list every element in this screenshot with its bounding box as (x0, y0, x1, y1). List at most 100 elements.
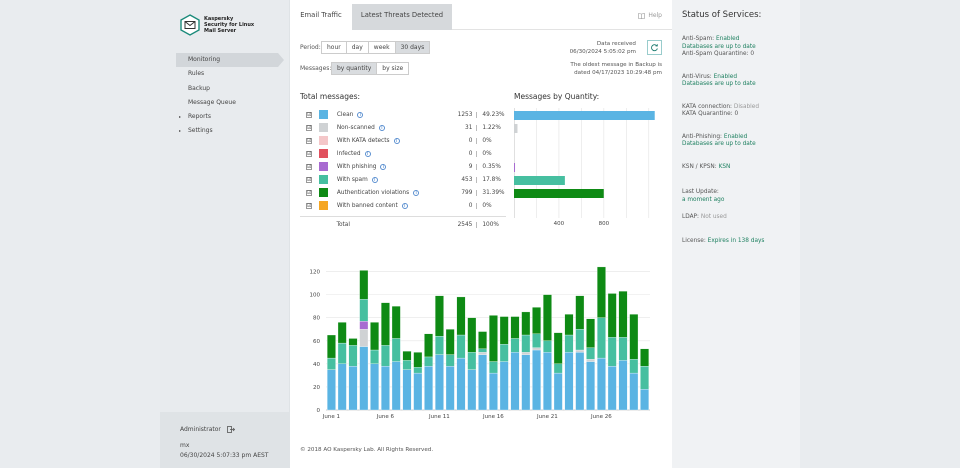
row-name-cell: With spam i (337, 176, 449, 183)
user-name[interactable]: Administrator (180, 426, 221, 433)
antispam-state[interactable]: Enabled (715, 36, 740, 42)
sidebar-item-reports[interactable]: ▸ Reports (176, 110, 278, 124)
data-received-label: Data received (596, 41, 636, 47)
antivirus-state[interactable]: Enabled (713, 73, 738, 80)
tab-email-traffic[interactable]: Email Traffic (290, 4, 352, 30)
antispam-label: Anti-Spam: (682, 36, 715, 42)
data-received: Data received 06/30/2024 5:05:02 pm (570, 41, 636, 56)
info-icon[interactable]: i (413, 189, 420, 196)
daily-bar-segment (478, 354, 487, 411)
antispam-db[interactable]: Databases are up to date (682, 43, 756, 50)
daily-bar-segment (391, 338, 401, 362)
daily-bar-segment (532, 307, 541, 334)
row-checkbox[interactable]: ☑ (306, 189, 312, 196)
brand-line-3: Mail Server (204, 28, 237, 34)
help-link[interactable]: Help (638, 12, 662, 19)
row-count: 799 (461, 189, 473, 196)
sidebar-item-backup[interactable]: Backup (176, 82, 278, 96)
quantity-bar-chart: 400 800 (514, 108, 655, 227)
info-icon[interactable]: i (371, 176, 378, 183)
info-icon[interactable]: i (380, 163, 387, 170)
row-percent: 1.22% (476, 124, 506, 131)
info-icon[interactable]: i (393, 137, 400, 144)
row-checkbox[interactable]: ☑ (306, 137, 312, 144)
antiphishing-state[interactable]: Enabled (723, 133, 748, 140)
daily-bar-segment (435, 336, 444, 355)
status-antivirus: Anti-Virus: Enabled Databases are up to … (682, 74, 790, 89)
row-count: 0 (468, 137, 473, 144)
period-option-day[interactable]: day (345, 41, 369, 54)
daily-bar-segment (607, 293, 617, 338)
last-update-value[interactable]: a moment ago (682, 196, 725, 203)
row-name: Non-scanned (336, 124, 375, 131)
daily-bar-segment (402, 360, 412, 370)
status-kata: KATA connection: Disabled KATA Quarantin… (682, 104, 790, 119)
tab-latest-threats[interactable]: Latest Threats Detected (352, 4, 452, 30)
daily-bar-segment (478, 331, 487, 349)
sidebar-item-rules[interactable]: Rules (176, 67, 278, 81)
period-option-30-days[interactable]: 30 days (394, 41, 431, 54)
daily-bar-segment (510, 316, 520, 339)
row-name: With banned content (336, 202, 398, 209)
row-checkbox[interactable]: ☑ (306, 202, 312, 209)
info-icon[interactable]: i (364, 150, 371, 157)
daily-bar-segment (467, 317, 477, 353)
row-checkbox[interactable]: ☑ (306, 111, 312, 118)
refresh-button[interactable] (647, 40, 662, 55)
sidebar-item-settings[interactable]: ▸ Settings (176, 124, 278, 138)
daily-bar-segment (424, 333, 433, 358)
ksn-state[interactable]: KSN (718, 163, 731, 170)
row-count: 31 (465, 124, 473, 131)
daily-bar-segment (640, 366, 649, 390)
x-tick-label: June 6 (376, 414, 395, 420)
page-backdrop-left (0, 0, 160, 468)
daily-bar-segment (586, 318, 595, 348)
total-label: Total (336, 222, 350, 228)
y-tick-label: 80 (313, 316, 320, 322)
info-icon[interactable]: i (357, 111, 364, 118)
brand-line-1: Kaspersky (204, 16, 234, 22)
daily-bar-segment (553, 372, 563, 411)
mode-option-by-size[interactable]: by size (376, 62, 410, 75)
daily-bar-segment (607, 366, 617, 411)
daily-bar-segment (348, 338, 358, 346)
antivirus-db[interactable]: Databases are up to date (682, 81, 756, 87)
row-checkbox[interactable]: ☑ (306, 124, 312, 131)
mode-option-by-quantity[interactable]: by quantity (331, 62, 378, 75)
daily-bar-segment (435, 295, 444, 337)
row-checkbox[interactable]: ☑ (306, 163, 312, 170)
qty-bar (514, 163, 516, 172)
row-checkbox[interactable]: ☑ (306, 176, 312, 183)
x-tick-label: June 11 (428, 414, 450, 420)
info-icon[interactable]: i (378, 124, 385, 131)
data-received-value: 06/30/2024 5:05:02 pm (569, 48, 636, 55)
qty-bar (514, 111, 655, 120)
total-row: Total 2545 100% (300, 216, 506, 229)
license-value[interactable]: Expires in 138 days (707, 237, 765, 244)
info-icon[interactable]: i (401, 202, 408, 209)
status-antispam: Anti-Spam: Enabled Databases are up to d… (682, 36, 790, 59)
y-tick-label: 0 (317, 408, 321, 414)
daily-bar-segment (413, 367, 423, 374)
logout-icon[interactable] (227, 426, 235, 433)
app-logo[interactable]: Kaspersky Security for Linux Mail Server (180, 14, 264, 36)
daily-bar-segment (478, 352, 487, 355)
qty-bar (514, 124, 518, 133)
antiphishing-db[interactable]: Databases are up to date (682, 141, 756, 147)
row-count: 1253 (457, 111, 473, 118)
sidebar-item-label: Settings (188, 127, 213, 135)
row-percent: 31.39% (476, 189, 506, 196)
daily-bar-segment (456, 334, 466, 359)
row-checkbox[interactable]: ☑ (306, 150, 312, 157)
daily-bar-segment (445, 366, 455, 411)
sidebar-item-message-queue[interactable]: Message Queue (176, 96, 278, 110)
period-option-hour[interactable]: hour (321, 41, 347, 54)
period-option-week[interactable]: week (367, 41, 396, 54)
row-name-cell: Clean i (337, 111, 449, 118)
y-tick-label: 60 (313, 339, 320, 345)
daily-bar-segment (337, 322, 347, 344)
daily-bar-segment (543, 294, 552, 341)
total-percent: 100% (476, 222, 506, 228)
sidebar-item-label: Message Queue (188, 98, 236, 106)
sidebar-item-monitoring[interactable]: Monitoring (176, 53, 284, 68)
